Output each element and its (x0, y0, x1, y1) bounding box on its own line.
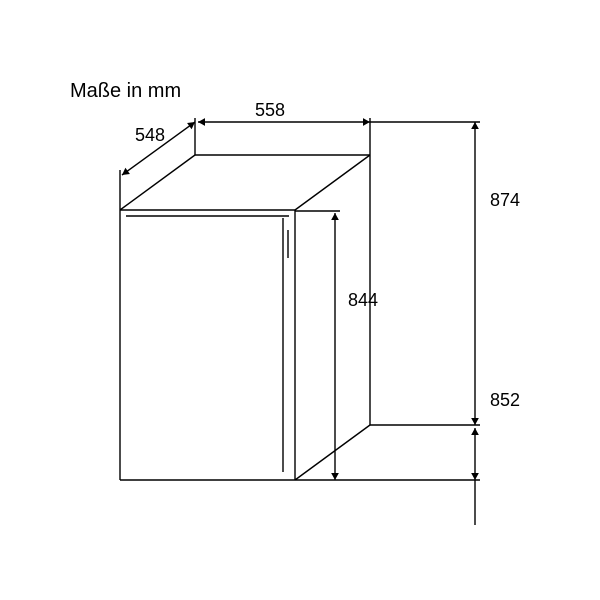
dim-label-h852: 852 (490, 390, 520, 411)
appliance-outline (120, 155, 370, 480)
dim-label-h874: 874 (490, 190, 520, 211)
dimension-lines (120, 118, 480, 525)
dim-label-depth: 548 (135, 125, 165, 146)
dim-label-width: 558 (255, 100, 285, 121)
dim-label-h844: 844 (348, 290, 378, 311)
technical-drawing: Maße in mm 548 558 874 852 844 (0, 0, 600, 600)
drawing-svg (0, 0, 600, 600)
